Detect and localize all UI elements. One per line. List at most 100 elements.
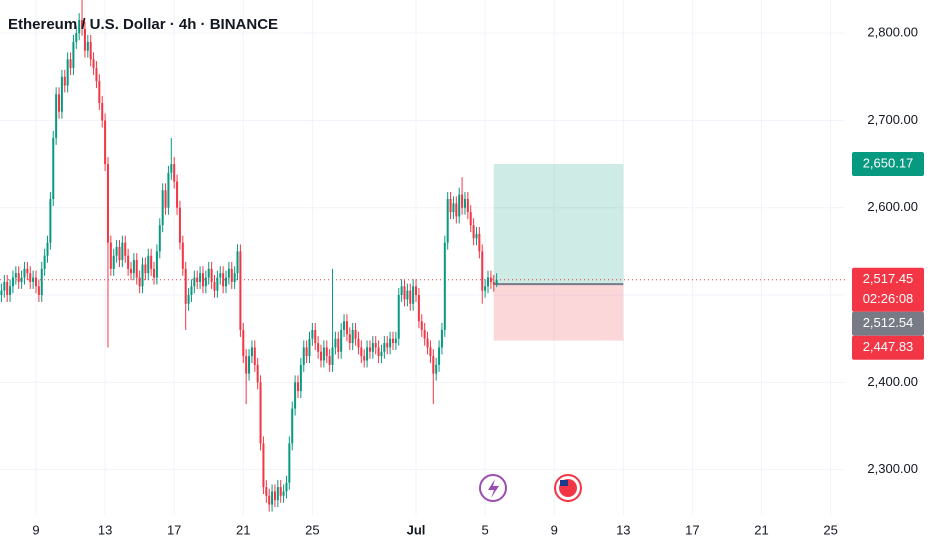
candle-body xyxy=(391,338,394,344)
candle-body xyxy=(484,286,487,291)
candle-body xyxy=(337,338,340,352)
candle-body xyxy=(311,329,314,339)
candle-body xyxy=(32,277,35,282)
candle-body xyxy=(187,295,190,304)
candle-body xyxy=(279,487,282,496)
candle-body xyxy=(213,281,216,291)
candle-body xyxy=(63,76,66,86)
candle-body xyxy=(417,295,420,322)
event-icons xyxy=(479,474,582,502)
candle-body xyxy=(314,329,317,344)
candle-body xyxy=(302,347,305,365)
x-tick-label: 5 xyxy=(482,522,489,537)
x-tick-label: 13 xyxy=(98,522,112,537)
price-axis: 2,300.002,400.002,500.002,600.002,700.00… xyxy=(32,25,924,537)
candle-body xyxy=(201,273,204,287)
candle-body xyxy=(383,343,386,352)
candle-body xyxy=(161,190,164,226)
candle-body xyxy=(127,255,130,269)
y-tick-label: 2,300.00 xyxy=(867,461,918,476)
candle-body xyxy=(17,273,20,282)
candle-body xyxy=(190,286,193,296)
candle-body xyxy=(55,94,58,138)
candle-body xyxy=(472,225,475,239)
candle-body xyxy=(129,268,133,274)
price-tag xyxy=(852,151,924,176)
candle-body xyxy=(403,286,406,300)
candle-body xyxy=(132,260,135,274)
x-tick-label: 9 xyxy=(32,522,39,537)
candle-body xyxy=(43,255,46,269)
x-tick-label: 21 xyxy=(236,522,250,537)
candle-body xyxy=(236,251,239,274)
x-tick-label: 21 xyxy=(754,522,768,537)
candle-body xyxy=(429,347,432,357)
candle-body xyxy=(173,164,176,182)
candle-body xyxy=(389,338,392,348)
candle-body xyxy=(449,199,452,213)
candle-body xyxy=(271,491,274,505)
candle-body xyxy=(147,255,150,274)
candle-body xyxy=(296,382,299,392)
candle-body xyxy=(106,164,109,243)
target-zone xyxy=(493,163,624,285)
candle-body xyxy=(210,268,213,282)
x-tick-label: Jul xyxy=(407,522,426,537)
candle-body xyxy=(455,203,458,217)
candle-body xyxy=(81,20,84,29)
candle-body xyxy=(46,242,49,256)
candle-body xyxy=(273,491,276,501)
candle-body xyxy=(167,172,170,208)
candle-body xyxy=(219,273,222,278)
candle-body xyxy=(178,207,181,243)
candle-body xyxy=(357,338,360,348)
candle-body xyxy=(216,277,219,291)
candle-body xyxy=(242,329,245,357)
candle-body xyxy=(489,277,492,282)
candle-body xyxy=(265,487,268,496)
candle-body xyxy=(394,338,397,344)
candle-body xyxy=(181,242,184,269)
price-tag xyxy=(852,311,924,336)
candle-body xyxy=(230,268,233,282)
candle-body xyxy=(6,281,9,296)
candle-body xyxy=(112,255,115,269)
candle-body xyxy=(282,491,285,496)
candle-body xyxy=(435,364,438,374)
stop-zone xyxy=(493,284,624,341)
candle-body xyxy=(11,277,14,287)
x-tick-label: 25 xyxy=(823,522,837,537)
candle-body xyxy=(308,338,311,357)
candle-body xyxy=(104,120,107,165)
candle-body xyxy=(89,41,92,60)
candle-body xyxy=(135,260,138,278)
x-tick-label: 25 xyxy=(305,522,319,537)
candle-body xyxy=(386,343,389,348)
candle-body xyxy=(75,33,78,42)
candle-body xyxy=(58,94,61,112)
candle-body xyxy=(409,290,412,304)
candle-body xyxy=(69,59,72,69)
candle-body xyxy=(492,281,495,285)
y-tick-label: 2,700.00 xyxy=(867,112,918,127)
candle-body xyxy=(322,347,325,361)
candle-body xyxy=(115,247,118,256)
candle-body xyxy=(458,194,461,217)
candle-body xyxy=(60,76,63,112)
candle-body xyxy=(377,347,380,357)
countdown-label: 02:26:08 xyxy=(863,291,914,306)
candle-body xyxy=(101,103,104,121)
candle-body xyxy=(3,281,6,291)
candle-body xyxy=(380,351,383,357)
candle-body xyxy=(204,277,207,287)
candle-body xyxy=(481,251,484,291)
price-tag xyxy=(852,335,924,360)
candle-body xyxy=(227,268,230,278)
candle-body xyxy=(262,443,265,488)
plot-area xyxy=(0,0,845,512)
candle-body xyxy=(317,343,320,352)
candle-body xyxy=(343,321,346,330)
candle-body xyxy=(34,277,37,287)
candle-body xyxy=(420,321,423,330)
